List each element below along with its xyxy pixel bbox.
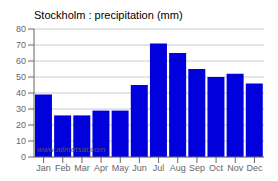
svg-text:10: 10: [16, 136, 26, 146]
svg-text:Mar: Mar: [74, 163, 90, 173]
svg-text:Feb: Feb: [55, 163, 71, 173]
svg-text:60: 60: [16, 56, 26, 66]
svg-text:80: 80: [16, 24, 26, 34]
svg-text:Apr: Apr: [94, 163, 108, 173]
svg-text:Nov: Nov: [227, 163, 244, 173]
html-text:www.allmetsat.com: www.allmetsat.com: [37, 145, 106, 154]
svg-text:20: 20: [16, 120, 26, 130]
svg-text:Sep: Sep: [189, 163, 205, 173]
svg-text:50: 50: [16, 72, 26, 82]
svg-text:Dec: Dec: [246, 163, 263, 173]
svg-text:70: 70: [16, 40, 26, 50]
svg-text:Aug: Aug: [170, 163, 186, 173]
svg-text:May: May: [112, 163, 130, 173]
svg-text:30: 30: [16, 104, 26, 114]
svg-text:40: 40: [16, 88, 26, 98]
svg-text:Jul: Jul: [153, 163, 165, 173]
svg-text:Jun: Jun: [132, 163, 147, 173]
svg-text:Jan: Jan: [36, 163, 51, 173]
html-text:Stockholm : precipitation (mm): Stockholm : precipitation (mm): [34, 9, 183, 21]
svg-text:Oct: Oct: [209, 163, 224, 173]
svg-text:0: 0: [21, 152, 26, 162]
